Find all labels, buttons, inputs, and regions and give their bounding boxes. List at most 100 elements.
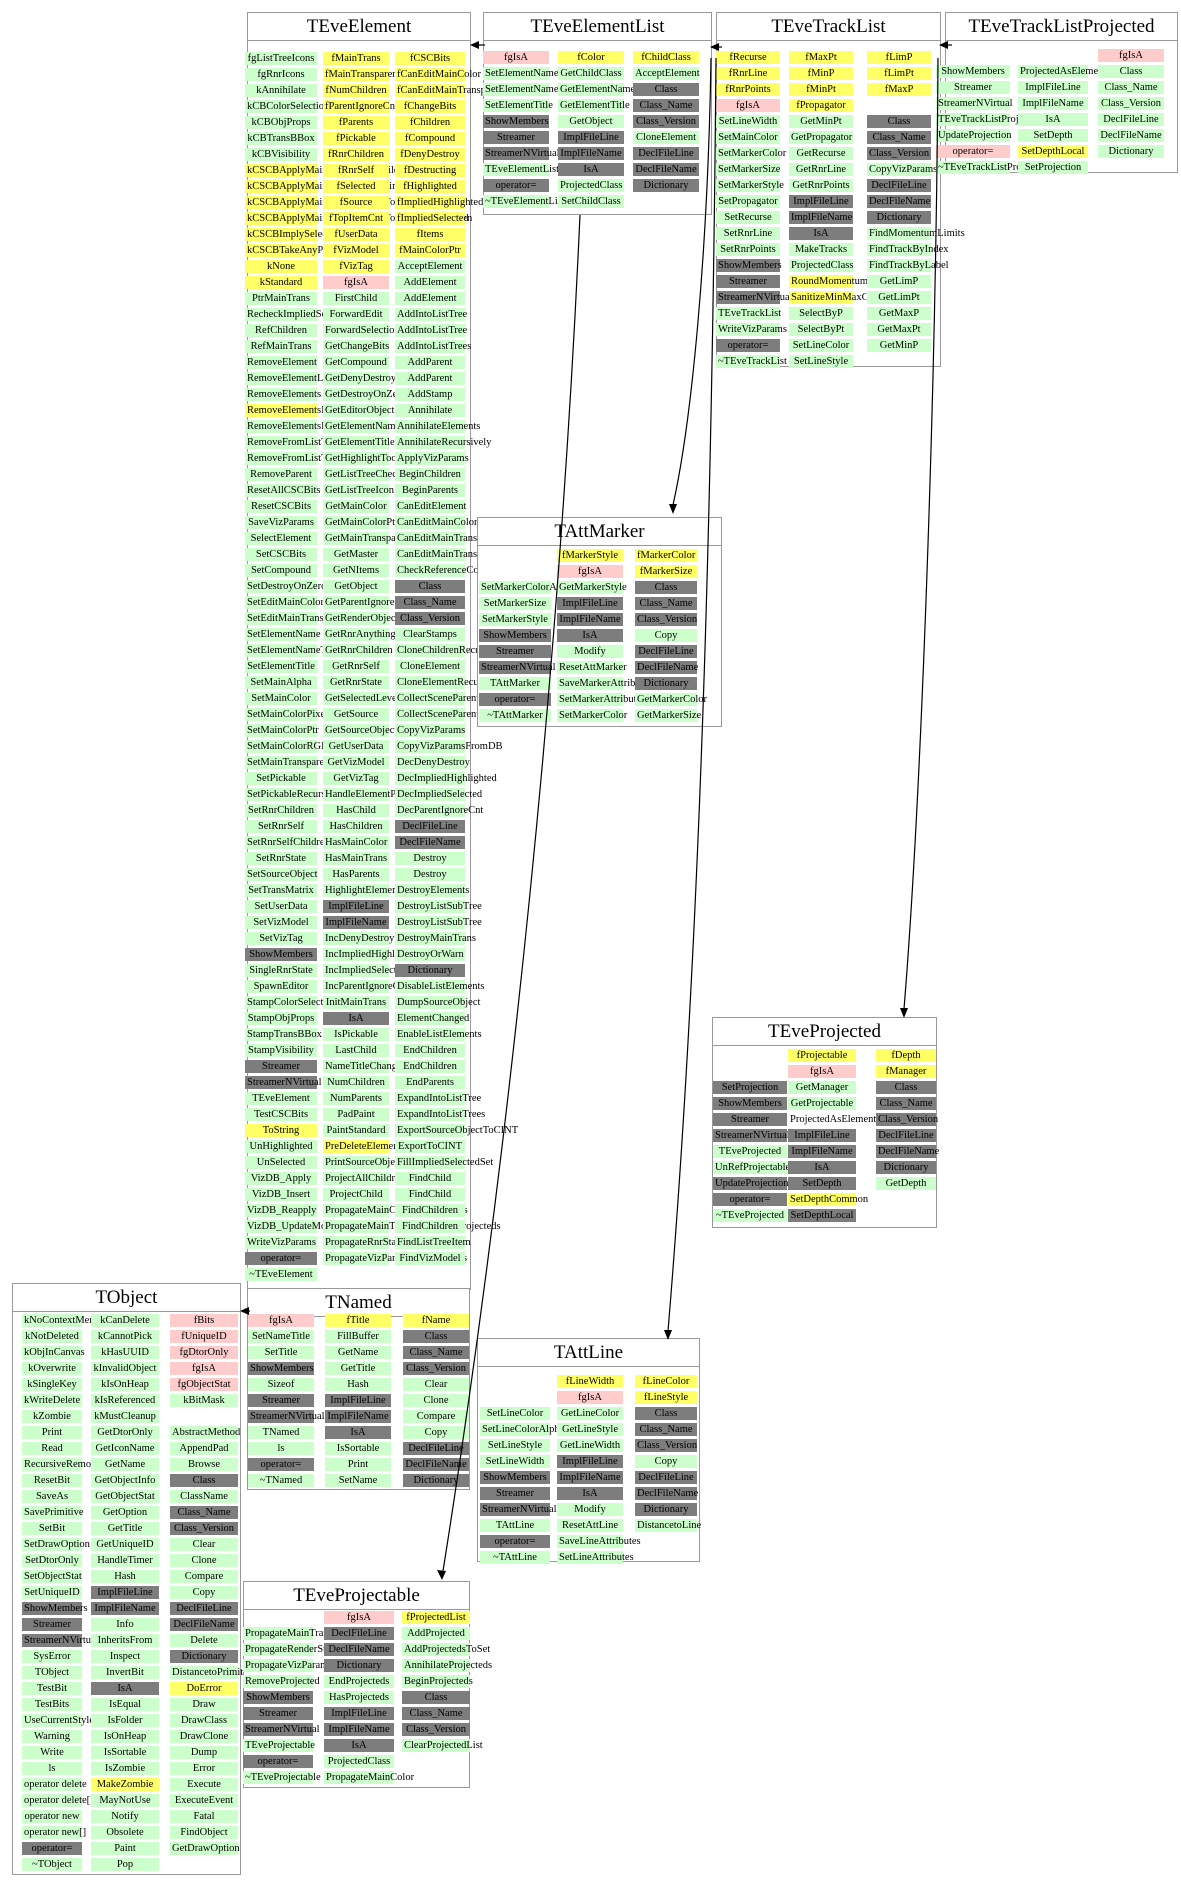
member-label: ImplFileName [557,612,623,626]
member-label: SetChildClass [558,194,624,208]
member-cell-fNumChildren: fNumChildren [323,82,389,98]
member-cell-SpawnEditor: SpawnEditor [245,978,317,994]
member-label: operator= [483,178,549,192]
member-cell-FindVizModel: FindVizModel [395,1250,465,1266]
member-label: TAttLine [480,1518,550,1532]
member-label: Streamer [713,1112,787,1126]
member-cell-fUniqueID: fUniqueID [170,1328,238,1344]
member-label: Copy [170,1585,238,1599]
member-cell-CloneElement: CloneElement [395,658,465,674]
member-label: VizDB_UpdateModel [245,1219,340,1233]
member-label: ImplFileLine [1018,80,1088,94]
member-cell-GetRnrPoints: GetRnrPoints [789,177,853,193]
member-cell-VizDB_Insert: VizDB_Insert [245,1186,317,1202]
member-cell-Class_Name: Class_Name [403,1344,469,1360]
member-cell-ProjectAllChildren: ProjectAllChildren [323,1170,405,1186]
member-label: StreamerNVirtual [479,660,556,674]
member-label: IsA [557,1486,623,1500]
member-cell-kCBObjProps: kCBObjProps [245,114,317,130]
member-label: BeginParents [395,483,465,497]
member-cell-ShowMembers: ShowMembers [243,1689,313,1705]
member-cell-fPickable: fPickable [323,130,389,146]
member-label: fgObjectStat [170,1377,238,1391]
member-cell-SetDepthLocal: SetDepthLocal [1018,143,1088,159]
member-column-TAttLine-1: SetLineColor SetLineColorAlpha SetLineStyl… [480,1373,564,1565]
member-label: CopyVizParamsFromDB [395,739,503,753]
member-label: ForwardSelection [323,323,400,337]
member-label: kIsOnHeap [91,1377,159,1391]
member-cell-RemoveProjected: RemoveProjected [243,1673,320,1689]
member-cell-GetObject: GetObject [558,113,624,129]
member-label: fProjectedList [402,1610,470,1624]
member-cell-DeclFileLine: DeclFileLine [867,177,931,193]
member-label: IsOnHeap [91,1729,159,1743]
member-label: ToString [245,1123,317,1137]
member-cell-Fatal: Fatal [170,1808,238,1824]
member-cell-fParentIgnoreCnt: fParentIgnoreCnt [323,98,398,114]
member-cell-AddIntoListTrees: AddIntoListTrees [395,338,471,354]
member-cell-SetMarkerStyle: SetMarkerStyle [479,611,551,627]
member-cell-fCompound: fCompound [395,130,465,146]
member-label: StreamerNVirtual [483,146,560,160]
member-cell-ImplFileLine: ImplFileLine [558,129,624,145]
class-title-TEveElement: TEveElement [248,13,470,41]
member-label: kNoContextMenu [22,1313,100,1327]
member-label: fPickable [323,131,389,145]
member-cell-GetLimP: GetLimP [867,273,931,289]
member-label: StampTransBBox [245,1027,322,1041]
member-cell-Class_Name: Class_Name [395,594,465,610]
member-cell-operator delete[]: operator delete[] [22,1792,94,1808]
member-cell-CanEditMainTransparency: CanEditMainTransparency [395,546,510,562]
member-cell-DeclFileName: DeclFileName [170,1616,238,1632]
member-label: fMarkerColor [635,548,697,562]
member-label: Streamer [479,644,551,658]
member-column-TAttLine-2: fLineWidth fgIsA GetLineColor GetLineStyle G… [557,1373,641,1565]
member-label: FindMomentumLimits [867,226,965,240]
member-cell-SetRnrPoints: SetRnrPoints [716,241,780,257]
member-label: GetDenyDestroy [323,371,397,385]
member-label: HasMainTrans [323,851,389,865]
member-label: HandleElementPaste [323,787,413,801]
member-label: DeclFileLine [170,1601,238,1615]
member-label: SetCompound [245,563,317,577]
member-cell-DestroyOrWarn: DestroyOrWarn [395,946,465,962]
member-cell-kCSCBApplyMainColorToAllChildren: kCSCBApplyMainColorToAllChildren [245,162,413,178]
member-label: RemoveElementLocal [245,371,341,385]
member-label: SetElementName [483,66,559,80]
member-label: Streamer [245,1059,317,1073]
member-label: TNamed [248,1425,314,1439]
member-cell-SaveAs: SaveAs [22,1488,82,1504]
member-cell-operator new: operator new [22,1808,82,1824]
member-label: ProjectAllChildren [323,1171,405,1185]
member-label: GetChildClass [558,66,624,80]
member-cell-fColor: fColor [558,49,624,65]
member-cell-SetElementTitle: SetElementTitle [483,97,553,113]
member-label: fProjectable [788,1048,856,1062]
member-label: ExportSourceObjectToCINT [395,1123,519,1137]
member-cell-IsA: IsA [557,627,623,643]
member-cell-SetMainColor: SetMainColor [716,129,780,145]
member-label: GetMarkerStyle [557,580,627,594]
member-label: AddParent [395,371,465,385]
member-cell-fMinPt: fMinPt [789,81,853,97]
member-label: InvertBit [91,1665,159,1679]
member-cell-FillBuffer: FillBuffer [325,1328,391,1344]
member-label: BeginChildren [395,467,465,481]
member-cell-HandleTimer: HandleTimer [91,1552,159,1568]
member-cell-NumParents: NumParents [323,1090,389,1106]
member-label: fTitle [325,1313,391,1327]
member-cell-IsOnHeap: IsOnHeap [91,1728,159,1744]
member-cell-ImplFileName: ImplFileName [1018,95,1088,111]
member-cell-SetElementNameTitle: SetElementNameTitle [483,81,578,97]
member-label: ImplFileName [1018,96,1088,110]
member-label: SetLineColor [789,338,853,352]
member-label: HasProjecteds [324,1690,394,1704]
member-cell-Streamer: Streamer [245,1058,317,1074]
member-label: Modify [557,644,623,658]
member-label: GetRnrChildren [323,643,393,657]
member-label: Clone [170,1553,238,1567]
member-cell-HasChild: HasChild [323,802,389,818]
member-cell-fgIsA: fgIsA [170,1360,238,1376]
member-label: kCSCBApplyMainColorToMatchingChildren [245,179,439,193]
member-label: Class_Name [1098,80,1164,94]
